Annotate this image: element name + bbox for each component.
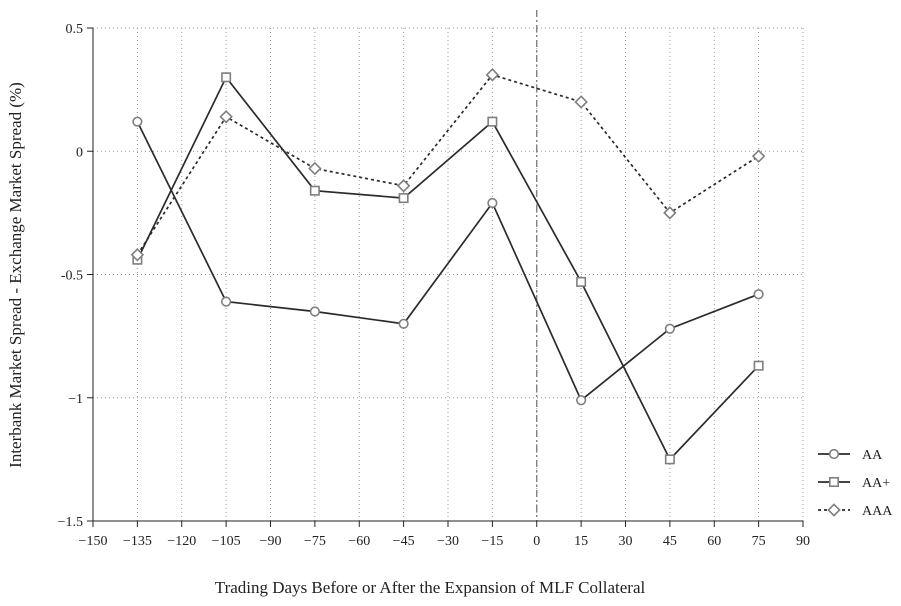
x-tick-label: 45 xyxy=(663,534,677,549)
x-tick-label: −30 xyxy=(437,534,459,549)
data-point-aa xyxy=(132,116,143,127)
data-point-aa xyxy=(753,289,764,300)
data-point-aaa xyxy=(751,149,766,163)
data-point-aa xyxy=(664,323,675,334)
series-aaa xyxy=(130,68,766,262)
x-tick-label: −60 xyxy=(348,534,370,549)
x-tick-label: −120 xyxy=(167,534,196,549)
axes: −150 −135 −120 −105 −90 −75 −60 −45 −30 −15 0 15 30 4… xyxy=(58,22,810,549)
data-point-aa-plus xyxy=(398,193,409,204)
x-tick-label: −15 xyxy=(481,534,503,549)
data-point-aaa xyxy=(663,206,677,220)
legend-marker-aa-plus xyxy=(828,476,839,487)
y-tick-label: -0.5 xyxy=(61,269,83,284)
x-tick-label: 90 xyxy=(796,534,810,549)
x-tick-label: 0 xyxy=(533,534,540,549)
x-tick-label: −75 xyxy=(304,534,326,549)
data-point-aa xyxy=(487,197,498,209)
y-tick-label: 0.5 xyxy=(66,22,84,37)
data-point-aaa xyxy=(219,110,233,124)
x-tick-label: 75 xyxy=(752,534,766,549)
legend-marker-aaa xyxy=(827,503,841,517)
y-tick-label: −1.5 xyxy=(58,515,83,530)
series-layer xyxy=(130,68,766,465)
data-point-aa xyxy=(576,395,587,406)
x-tick-label: −105 xyxy=(212,534,241,549)
data-point-aa-plus xyxy=(309,185,320,196)
data-point-aaa xyxy=(574,95,588,109)
x-tick-label: 30 xyxy=(619,534,633,549)
series-line-aa-plus xyxy=(136,75,760,461)
legend-label-aa: AA xyxy=(862,448,883,463)
legend-label-aaa: AAA xyxy=(862,504,893,519)
x-tick-label: −45 xyxy=(393,534,415,549)
series-line-aa xyxy=(136,121,759,402)
data-point-aa xyxy=(309,306,320,317)
series-aa xyxy=(132,116,764,406)
gridlines xyxy=(93,10,804,521)
data-point-aa-plus xyxy=(753,360,764,371)
data-point-aa-plus xyxy=(487,116,498,127)
x-tick-label: 60 xyxy=(707,534,721,549)
x-axis-title: Trading Days Before or After the Expansi… xyxy=(215,578,646,597)
legend-marker-aa xyxy=(828,448,840,460)
x-tick-label: −150 xyxy=(79,534,108,549)
y-tick-label: −1 xyxy=(68,392,83,407)
data-point-aaa xyxy=(485,68,500,82)
x-tick-label: 15 xyxy=(574,534,588,549)
data-point-aaa xyxy=(308,161,322,176)
legend-label-aa-plus: AA+ xyxy=(862,476,890,491)
data-point-aaa xyxy=(396,179,411,193)
x-tick-label: −90 xyxy=(260,534,282,549)
series-line-aaa xyxy=(136,73,760,256)
data-point-aa xyxy=(398,318,409,329)
legend: AA AA+ AAA xyxy=(818,448,893,519)
data-point-aa-plus xyxy=(221,72,232,83)
data-point-aaa xyxy=(130,248,145,262)
data-point-aa xyxy=(221,296,232,307)
data-point-aa-plus xyxy=(664,454,675,465)
y-tick-label: 0 xyxy=(76,145,83,160)
x-tick-label: −135 xyxy=(123,534,152,549)
data-point-aa-plus xyxy=(576,276,587,287)
y-axis-title: Interbank Market Spread - Exchange Marke… xyxy=(6,82,25,468)
